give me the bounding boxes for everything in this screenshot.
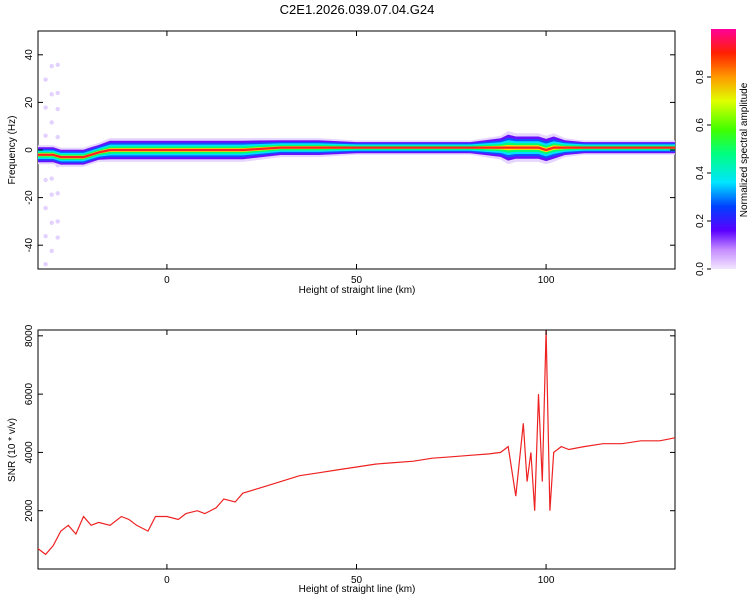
colorbar-tick-label: 0.6 [695, 118, 706, 132]
spectrogram-noise [49, 120, 54, 125]
snr-y-tick-label: 6000 [24, 383, 35, 406]
snr-panel: 0 50 100 2000 4000 6000 8000 Height of straig… [7, 324, 676, 595]
spectrogram-noise [55, 219, 60, 224]
spectrogram-x-ticks: 0 50 100 [164, 31, 555, 286]
spectrogram-noise [49, 248, 54, 254]
colorbar-tick-label: 0.4 [695, 166, 706, 180]
snr-x-tick-label: 50 [351, 575, 363, 586]
spectrogram-noise [55, 235, 60, 240]
colorbar-tick-label: 0.2 [695, 214, 706, 228]
snr-x-axis-label: Height of straight line (km) [299, 584, 416, 595]
colorbar-gradient [711, 29, 736, 269]
colorbar: 0.0 0.2 0.4 0.6 0.8 Normalized spectral ampl… [695, 29, 750, 276]
spectrogram-y-tick-label: -40 [24, 238, 35, 253]
spectrogram-noise [43, 177, 48, 183]
snr-y-ticks: 2000 4000 6000 8000 [24, 324, 675, 522]
spectrogram-y-tick-label: -20 [24, 190, 35, 205]
snr-series-line [37, 329, 676, 556]
spectrogram-x-tick-label: 0 [164, 275, 170, 286]
chart-title: C2E1.2026.039.07.04.G24 [280, 2, 435, 17]
snr-y-axis-label: SNR (10 * v/v) [7, 418, 18, 482]
spectrogram-noise [43, 205, 48, 211]
spectrogram-x-tick-label: 100 [538, 275, 555, 286]
snr-x-tick-label: 100 [538, 575, 555, 586]
spectrogram-noise [43, 133, 48, 138]
spectrogram-y-ticks: -40 -20 0 20 40 [24, 49, 675, 253]
spectrogram-noise [55, 62, 60, 67]
spectrogram-noise [43, 234, 48, 239]
spectrogram-noise [49, 92, 54, 97]
snr-x-ticks: 0 50 100 [164, 330, 555, 586]
ridge-core-line [38, 146, 675, 159]
snr-y-tick-label: 2000 [24, 499, 35, 522]
spectrogram-noise [55, 191, 60, 196]
snr-y-tick-label: 8000 [24, 324, 35, 347]
colorbar-tick-label: 0.0 [695, 262, 706, 276]
spectrogram-noise [43, 262, 48, 267]
spectrogram-noise [49, 220, 54, 225]
spectrogram-x-axis-label: Height of straight line (km) [299, 285, 416, 296]
snr-marks [37, 329, 676, 556]
colorbar-tick-label: 0.8 [695, 70, 706, 84]
spectrogram-y-tick-label: 20 [24, 96, 35, 108]
spectrogram-marks [38, 62, 675, 267]
colorbar-label: Normalized spectral amplitude [739, 82, 750, 217]
spectrogram-noise [55, 134, 60, 140]
spectrogram-y-tick-label: 40 [24, 49, 35, 61]
spectrogram-noise [43, 105, 48, 110]
spectrogram-noise [55, 90, 60, 96]
spectrogram-noise [43, 77, 48, 82]
spectrogram-noise [49, 192, 54, 197]
spectrogram-noise [55, 106, 60, 112]
snr-y-tick-label: 4000 [24, 441, 35, 464]
spectrogram-noise [49, 176, 54, 181]
spectrogram-noise [49, 63, 54, 69]
snr-x-tick-label: 0 [164, 575, 170, 586]
spectrogram-panel: 0 50 100 -40 -20 0 20 40 Height of straight li… [7, 30, 676, 296]
spectrogram-y-tick-label: 0 [24, 147, 35, 153]
snr-frame [37, 329, 676, 570]
colorbar-ticks: 0.0 0.2 0.4 0.6 0.8 [695, 70, 711, 276]
spectrogram-x-tick-label: 50 [351, 275, 363, 286]
spectrogram-y-axis-label: Frequency (Hz) [7, 116, 18, 185]
